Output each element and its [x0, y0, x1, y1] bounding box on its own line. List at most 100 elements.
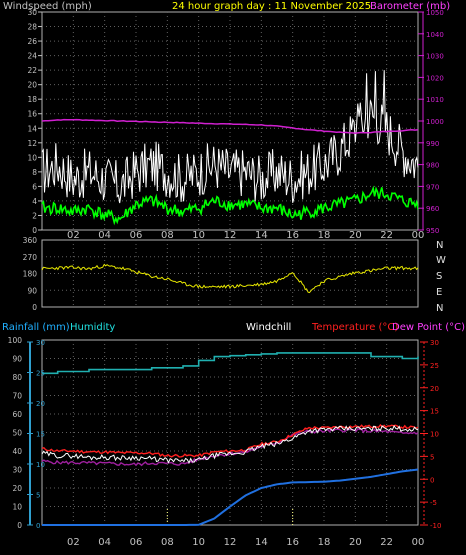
compass-n-bottom: N [436, 303, 443, 314]
direction-tick-label: 90 [27, 286, 37, 295]
graph-title: 24 hour graph day : 11 November 2025 [172, 1, 371, 12]
temperature-tick-label: -10 [430, 522, 441, 530]
windspeed-tick-label: 4 [32, 197, 37, 206]
temperature-tick-label: 5 [430, 453, 434, 461]
humidity-tick-label: 100 [8, 336, 23, 345]
barometer-tick-label: 1000 [426, 118, 444, 126]
rainfall-tick-label: 30 [36, 339, 45, 347]
humidity-tick-label: 20 [12, 484, 22, 493]
hour-tick-label: 14 [255, 230, 268, 241]
windspeed-tick-label: 0 [32, 226, 37, 235]
rainfall-label: Rainfall (mm) [2, 322, 70, 333]
hour-tick-label: 00 [412, 230, 425, 241]
humidity-tick-label: 60 [12, 410, 22, 419]
hour-tick-label: 18 [318, 230, 331, 241]
windspeed-tick-label: 16 [27, 110, 37, 119]
compass-n-top: N [436, 240, 443, 251]
hour-tick-label: 12 [224, 537, 237, 548]
barometer-tick-label: 1050 [426, 9, 444, 17]
barometer-tick-label: 1040 [426, 31, 444, 39]
compass-w: W [436, 255, 446, 266]
humidity-tick-label: 90 [12, 355, 22, 364]
compass-s: S [436, 271, 442, 282]
dewpoint-line [41, 427, 419, 467]
rainfall-tick-label: 10 [36, 461, 45, 469]
direction-tick-label: 270 [23, 253, 38, 262]
barometer-tick-label: 960 [426, 205, 439, 213]
barometer-tick-label: 1010 [426, 96, 444, 104]
humidity-tick-label: 30 [12, 466, 22, 475]
temperature-tick-label: 25 [430, 362, 439, 370]
hour-tick-label: 10 [192, 230, 205, 241]
humidity-y-ticks: 0 10 20 30 40 50 60 70 80 90 100 [8, 336, 23, 530]
temperature-label: Temperature (°C) [311, 322, 398, 333]
barometer-tick-label: 990 [426, 140, 439, 148]
hour-tick-label: 06 [130, 230, 143, 241]
humidity-tick-label: 70 [12, 392, 22, 401]
rainfall-tick-label: 15 [36, 431, 45, 439]
hour-tick-label: 04 [98, 230, 111, 241]
wind-series [41, 70, 419, 226]
humidity-label: Humidity [70, 322, 115, 333]
windspeed-tick-label: 24 [27, 52, 37, 61]
hour-tick-label: 22 [380, 537, 393, 548]
barometer-tick-label: 1030 [426, 53, 444, 61]
windspeed-tick-label: 6 [32, 182, 37, 191]
direction-tick-label: 0 [32, 303, 37, 312]
hour-tick-label: 20 [349, 230, 362, 241]
hour-tick-label: 06 [130, 537, 143, 548]
hour-tick-label: 16 [286, 537, 299, 548]
temperature-tick-label: 0 [430, 476, 434, 484]
hour-tick-label: 14 [255, 537, 268, 548]
humidity-tick-label: 10 [12, 503, 22, 512]
windspeed-tick-label: 10 [27, 153, 37, 162]
temperature-panel: Rainfall (mm) Humidity Windchill Tempera… [2, 322, 465, 548]
humidity-tick-label: 50 [12, 429, 22, 438]
rainfall-tick-label: 20 [36, 400, 45, 408]
humidity-tick-label: 80 [12, 373, 22, 382]
hour-tick-label: 18 [318, 537, 331, 548]
barometer-tick-label: 980 [426, 162, 439, 170]
temperature-x-ticks: 02 04 06 08 10 12 14 16 18 20 22 00 [67, 537, 424, 548]
windspeed-tick-label: 30 [27, 8, 37, 17]
wind-average-line [41, 185, 419, 226]
humidity-line [42, 352, 419, 375]
hour-tick-label: 20 [349, 537, 362, 548]
temperature-tick-label: -5 [430, 499, 437, 507]
barometer-y-ticks: 950 960 970 980 990 1000 1010 1020 1030 1040 1050 [418, 9, 444, 235]
windspeed-tick-label: 2 [32, 211, 37, 220]
temperature-line [41, 423, 419, 458]
temperature-tick-label: 30 [430, 339, 439, 347]
direction-series [41, 263, 419, 294]
hour-tick-label: 08 [161, 537, 174, 548]
hour-tick-label: 22 [380, 230, 393, 241]
hour-tick-label: 12 [224, 230, 237, 241]
direction-y-ticks: 0 90 180 270 360 [23, 236, 38, 312]
windchill-label: Windchill [246, 322, 291, 333]
hour-tick-label: 10 [192, 537, 205, 548]
temperature-series [41, 352, 419, 526]
temperature-tick-label: 20 [430, 385, 439, 393]
rainfall-tick-label: 0 [36, 522, 40, 530]
temperature-tick-label: 15 [430, 408, 439, 416]
temperature-y-ticks: -10 -5 0 5 10 15 20 25 30 [420, 339, 441, 530]
direction-grid [42, 240, 418, 307]
compass-e: E [436, 287, 442, 298]
barometer-axis-label: Barometer (mb) [370, 1, 450, 12]
windspeed-tick-label: 8 [32, 168, 37, 177]
humidity-tick-label: 0 [17, 521, 22, 530]
barometer-tick-label: 950 [426, 227, 439, 235]
hour-tick-label: 08 [161, 230, 174, 241]
rainfall-tick-label: 25 [36, 370, 45, 378]
wind-gust-line [41, 70, 419, 204]
windspeed-tick-label: 18 [27, 95, 37, 104]
direction-tick-label: 180 [23, 270, 38, 279]
hour-tick-label: 00 [412, 537, 425, 548]
direction-line [41, 263, 419, 294]
direction-tick-label: 360 [23, 236, 38, 245]
hour-tick-label: 02 [67, 537, 80, 548]
hour-tick-label: 02 [67, 230, 80, 241]
barometer-tick-label: 1020 [426, 74, 444, 82]
